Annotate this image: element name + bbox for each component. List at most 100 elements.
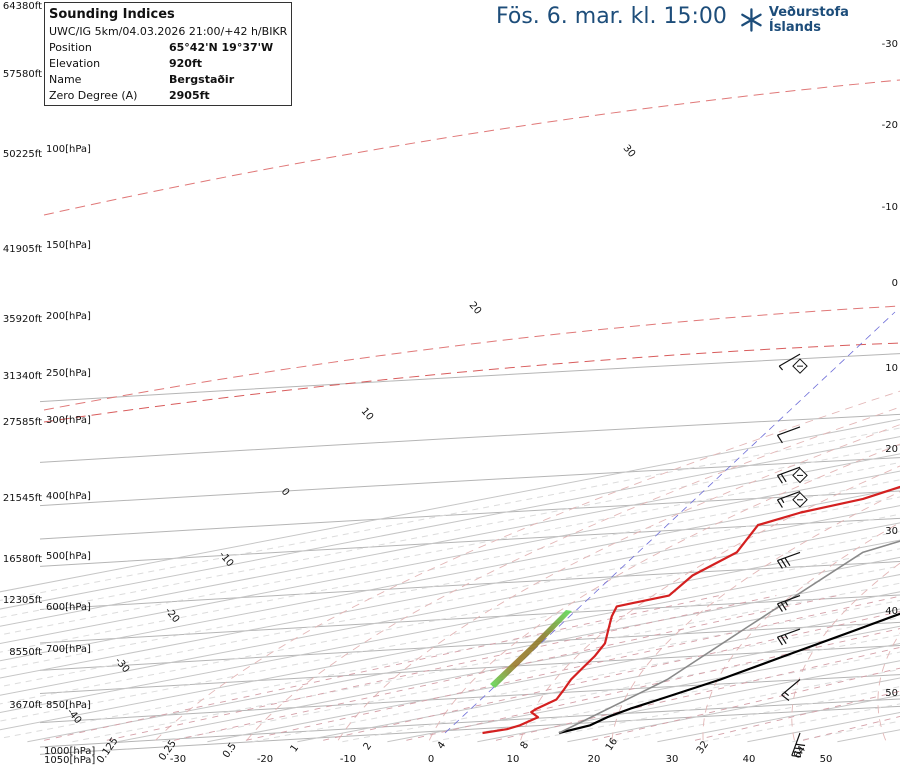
info-label: Zero Degree (A): [49, 89, 138, 102]
wind-barb-staff: [777, 426, 801, 436]
mixing-ratio-label: 2: [362, 741, 375, 753]
height-tick-label: 50225ft: [3, 149, 42, 160]
wind-barb-flag: [780, 473, 787, 483]
wind-barb: [776, 628, 801, 646]
wind-barb-staff: [777, 551, 801, 562]
isotherm-label: 0: [279, 486, 292, 498]
sounding-indices-panel: Sounding Indices UWC/IG 5km/04.03.2026 2…: [44, 2, 292, 106]
right-axis-label: 50: [885, 688, 898, 699]
isotherm-label: -30: [112, 656, 131, 676]
pressure-tick-label: 850[hPa]: [46, 700, 91, 711]
pressure-tick-label: 400[hPa]: [46, 491, 91, 502]
dry-adiabat-line: [702, 521, 900, 741]
isotherm-line: [0, 556, 900, 731]
model-run-line: UWC/IG 5km/04.03.2026 21:00/+42 h/BIKR: [49, 25, 288, 38]
right-axis-label: 30: [885, 526, 898, 537]
wind-barb-flag: [784, 557, 791, 566]
pressure-tick-label: 100[hPa]: [46, 144, 91, 155]
wind-barb-flag: [780, 558, 787, 568]
pressure-tick-label: 150[hPa]: [46, 240, 91, 251]
info-value: Bergstaðir: [169, 73, 235, 86]
wind-barb: [776, 491, 808, 508]
isotherm-line: [297, 625, 900, 743]
wind-barbs: [776, 353, 808, 758]
temperature-tick-label: -30: [170, 754, 186, 765]
wind-barb-half-flag: [784, 634, 789, 640]
isotherm-line: [0, 436, 900, 610]
wind-barb-flag: [780, 602, 787, 611]
isobar-line: [39, 698, 900, 748]
isobar-line: [39, 705, 900, 755]
wind-barb: [776, 594, 801, 612]
right-axis-label: 20: [885, 444, 898, 455]
height-tick-label: 35920ft: [3, 314, 42, 325]
forecast-time-title: Fös. 6. mar. kl. 15:00: [496, 4, 727, 29]
temperature-tick-label: 50: [820, 754, 833, 765]
dry-adiabat-line: [611, 491, 900, 741]
wind-barb: [776, 426, 801, 444]
pressure-tick-label: 700[hPa]: [46, 644, 91, 655]
mixing-ratio-label: 32: [695, 739, 711, 756]
isobar-line: [39, 594, 900, 644]
mixing-ratio-line: [802, 716, 900, 741]
isotherm-line: [477, 660, 900, 743]
pressure-tick-label: 600[hPa]: [46, 602, 91, 613]
isotherm-line: [0, 513, 900, 688]
brand-logo: Veðurstofa Íslands: [738, 5, 900, 35]
dry-adiabat-line: [520, 465, 900, 741]
wind-barb-flag: [791, 754, 802, 758]
reference-line: [43, 305, 900, 411]
pressure-tick-label: 1050[hPa]: [44, 755, 95, 766]
pressure-tick-label: 500[hPa]: [46, 551, 91, 562]
temperature-tick-label: -20: [257, 754, 273, 765]
reference-line: [43, 342, 900, 423]
temperature-tick-label: 20: [588, 754, 601, 765]
right-axis-label: -10: [882, 202, 898, 213]
isotherm-line: [0, 453, 900, 627]
pressure-tick-label: 200[hPa]: [46, 311, 91, 322]
height-tick-label: 57580ft: [3, 69, 42, 80]
wind-barb: [778, 353, 808, 374]
height-tick-label: 27585ft: [3, 417, 42, 428]
right-axis-label: 0: [892, 278, 898, 289]
wind-barb-flag: [795, 743, 806, 747]
mixing-ratio-line: [245, 595, 900, 741]
isotherm-line: [27, 574, 900, 743]
temperature-tick-label: 30: [666, 754, 679, 765]
isotherm-line: [0, 496, 900, 670]
right-axis-label: -20: [882, 120, 898, 131]
info-label: Elevation: [49, 57, 101, 70]
brand-name: Veðurstofa Íslands: [768, 5, 849, 35]
isotherm-label: -10: [216, 550, 235, 570]
parcel-profile-line: [558, 540, 900, 734]
wind-barb-flag: [793, 751, 803, 754]
chart-series: [482, 485, 900, 735]
wind-barb-flag: [776, 499, 783, 508]
isotherm-line: [0, 427, 900, 601]
isotherm-line: [702, 703, 900, 743]
isotherm-line: [0, 487, 900, 662]
isotherm-line: [252, 617, 900, 743]
height-tick-label: 21545ft: [3, 493, 42, 504]
isotherm-line: [0, 548, 900, 722]
temperature-tick-label: -10: [340, 754, 356, 765]
wind-barb-staff: [781, 679, 801, 696]
wind-barb-half-flag: [780, 498, 785, 504]
info-row-position: Position 65°42'N 19°37'W: [49, 40, 287, 56]
isotherm-line: [387, 643, 900, 743]
wind-barb-staff: [777, 628, 801, 638]
isotherm-label: 10: [359, 406, 376, 423]
info-row-elevation: Elevation 920ft: [49, 56, 287, 72]
info-value: 65°42'N 19°37'W: [169, 41, 274, 54]
info-value: 2905ft: [169, 89, 210, 102]
dewpoint-profile-line: [482, 485, 900, 735]
isobar-line: [39, 413, 900, 463]
wind-barb: [781, 679, 801, 702]
mixing-ratio-line: [592, 667, 900, 741]
isotherm-line: [0, 461, 900, 636]
info-row-name: Name Bergstaðir: [49, 72, 287, 88]
wind-barb: [776, 551, 801, 569]
dry-adiabat-line: [246, 406, 900, 741]
height-tick-label: 12305ft: [3, 595, 42, 606]
cape-area: [490, 610, 572, 688]
